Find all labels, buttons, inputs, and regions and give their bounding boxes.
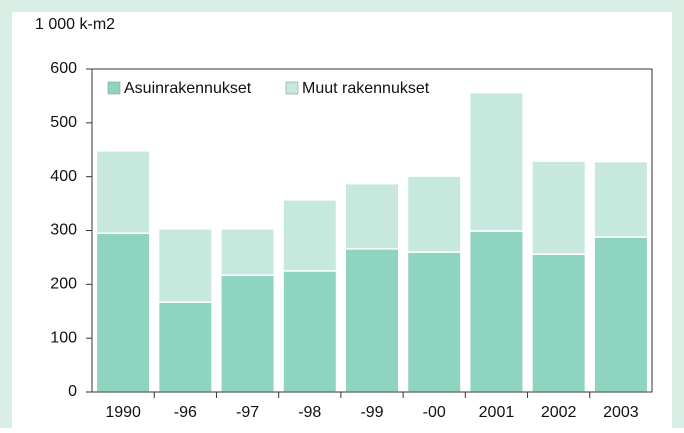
- x-tick-label: 1990: [105, 404, 141, 421]
- bar-segment: [593, 236, 649, 393]
- bar-segment: [468, 230, 524, 393]
- x-tick-label: -98: [298, 404, 321, 421]
- bar-segment: [95, 232, 151, 393]
- bar-segment: [468, 91, 524, 232]
- legend-label: Muut rakennukset: [302, 80, 430, 97]
- bar-segment: [344, 248, 400, 393]
- bar-segment: [406, 175, 462, 253]
- legend-swatch: [107, 81, 121, 95]
- y-tick-label: 300: [50, 222, 77, 239]
- y-tick-label: 400: [50, 168, 77, 185]
- bar-segment: [282, 199, 338, 272]
- legend-label: Asuinrakennukset: [124, 80, 252, 97]
- bar-segment: [220, 274, 276, 393]
- y-tick-label: 600: [50, 60, 77, 77]
- y-tick-label: 200: [50, 276, 77, 293]
- bar-segment: [157, 228, 213, 303]
- chart-title: 1 000 k-m2: [35, 16, 115, 33]
- bar-segment: [531, 160, 587, 255]
- legend-swatch: [285, 81, 299, 95]
- x-tick-label: -97: [236, 404, 259, 421]
- x-tick-label: -00: [423, 404, 446, 421]
- bar-segment: [220, 228, 276, 276]
- bar-segment: [593, 160, 649, 238]
- bar-segment: [531, 253, 587, 393]
- bar-segment: [344, 182, 400, 250]
- bar-segment: [157, 301, 213, 393]
- x-tick-label: 2001: [479, 404, 515, 421]
- y-tick-label: 100: [50, 329, 77, 346]
- y-tick-label: 0: [68, 383, 77, 400]
- x-tick-label: -99: [360, 404, 383, 421]
- x-tick-label: -96: [174, 404, 197, 421]
- x-tick-label: 2003: [603, 404, 639, 421]
- bar-segment: [95, 150, 151, 234]
- x-tick-label: 2002: [541, 404, 577, 421]
- bar-segment: [282, 270, 338, 393]
- y-tick-label: 500: [50, 114, 77, 131]
- bar-segment: [406, 251, 462, 393]
